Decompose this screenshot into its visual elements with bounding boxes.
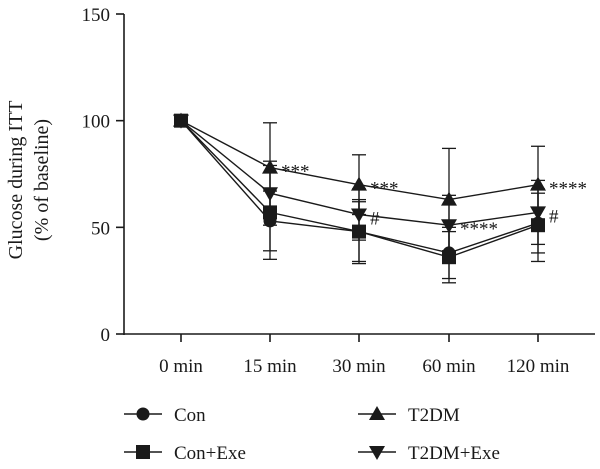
data-point-t2dm-exe [530, 206, 546, 221]
axes: 0 50 100 150 0 min 15 min 30 min 60 min 120 min [82, 5, 595, 377]
legend-item: T2DM [358, 405, 460, 426]
legend-marker [369, 446, 385, 460]
significance-annotations: *** *** # **** **** # [281, 162, 587, 241]
data-point-t2dm-exe [441, 219, 457, 234]
data-point-t2dm [351, 176, 367, 191]
legend-marker [136, 407, 150, 421]
significance-mark: # [549, 206, 559, 227]
x-tick-label: 30 min [332, 356, 386, 377]
data-point-con-exe [531, 218, 545, 233]
legend-label: T2DM [408, 405, 460, 426]
data-point-t2dm [530, 176, 546, 191]
y-tick-label: 150 [82, 5, 111, 26]
y-tick-label: 50 [91, 218, 110, 239]
legend: Con T2DM Con+Exe T2DM+Exe [124, 405, 500, 464]
legend-label: Con [174, 405, 206, 426]
y-axis-label-line2: (% of baseline) [31, 119, 53, 241]
significance-mark: *** [370, 179, 399, 200]
x-tick-label: 0 min [159, 356, 203, 377]
data-point-con-exe [442, 250, 456, 265]
significance-mark: # [370, 209, 380, 230]
error-bars [263, 122, 545, 284]
legend-label: Con+Exe [174, 443, 246, 464]
x-tick-label: 120 min [507, 356, 570, 377]
y-tick-label: 0 [101, 325, 111, 346]
legend-item: Con+Exe [124, 443, 246, 464]
data-point-con-exe [174, 113, 188, 128]
significance-mark: **** [549, 179, 587, 200]
legend-label: T2DM+Exe [408, 443, 500, 464]
significance-mark: **** [460, 219, 498, 240]
data-point-t2dm [262, 159, 278, 174]
x-tick-label: 15 min [243, 356, 297, 377]
legend-item: T2DM+Exe [358, 443, 500, 464]
series-markers [173, 112, 546, 265]
data-point-t2dm-exe [351, 208, 367, 223]
y-axis-label: Glucose during ITT (% of baseline) [5, 101, 53, 260]
significance-mark: *** [281, 162, 310, 183]
legend-marker [136, 445, 150, 459]
x-tick-label: 60 min [422, 356, 476, 377]
data-point-con-exe [263, 205, 277, 220]
y-axis-label-line1: Glucose during ITT [5, 101, 27, 260]
data-point-t2dm-exe [262, 187, 278, 202]
y-tick-label: 100 [82, 112, 111, 133]
data-point-t2dm [441, 191, 457, 206]
legend-marker [369, 406, 385, 420]
legend-item: Con [124, 405, 206, 426]
data-point-con-exe [352, 224, 366, 239]
